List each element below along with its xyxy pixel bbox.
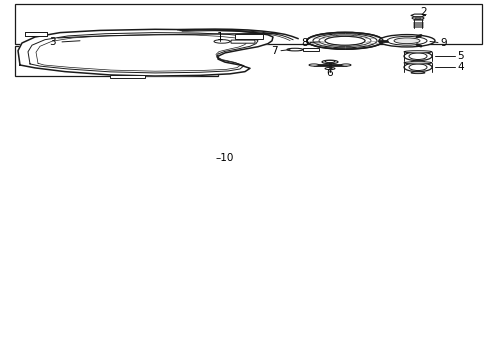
Text: –10: –10 — [215, 153, 233, 163]
Circle shape — [306, 32, 382, 49]
Ellipse shape — [410, 72, 424, 73]
Polygon shape — [145, 137, 204, 145]
Circle shape — [55, 156, 79, 161]
Ellipse shape — [410, 61, 424, 63]
Circle shape — [155, 156, 175, 160]
Polygon shape — [410, 14, 424, 17]
Circle shape — [386, 36, 426, 45]
Text: 9: 9 — [439, 37, 446, 48]
Circle shape — [414, 17, 420, 19]
Circle shape — [167, 139, 183, 143]
Ellipse shape — [403, 63, 431, 72]
Circle shape — [325, 67, 334, 69]
Bar — [303, 48, 318, 51]
Ellipse shape — [34, 152, 42, 154]
Ellipse shape — [34, 156, 42, 158]
FancyBboxPatch shape — [230, 40, 254, 43]
Circle shape — [325, 60, 334, 63]
Circle shape — [393, 38, 419, 44]
Circle shape — [312, 34, 376, 48]
Circle shape — [411, 17, 423, 19]
Circle shape — [325, 36, 364, 45]
Bar — [235, 34, 263, 39]
Circle shape — [325, 36, 364, 45]
Ellipse shape — [403, 62, 431, 64]
Ellipse shape — [286, 48, 303, 51]
Circle shape — [214, 40, 229, 43]
Text: 3: 3 — [49, 37, 55, 47]
Ellipse shape — [403, 52, 431, 60]
Circle shape — [340, 64, 350, 66]
Circle shape — [321, 60, 337, 64]
Ellipse shape — [403, 51, 431, 53]
Text: 1: 1 — [216, 32, 223, 42]
Text: 4: 4 — [456, 62, 463, 72]
Circle shape — [318, 35, 370, 46]
Polygon shape — [38, 145, 96, 167]
Circle shape — [378, 35, 434, 47]
Polygon shape — [150, 149, 195, 167]
Text: 5: 5 — [456, 51, 463, 61]
Circle shape — [308, 64, 318, 66]
Ellipse shape — [408, 53, 426, 59]
Bar — [15, 4, 481, 44]
Text: 7: 7 — [271, 46, 278, 56]
Ellipse shape — [155, 135, 175, 137]
Ellipse shape — [408, 64, 426, 71]
Text: 6: 6 — [326, 68, 333, 78]
Text: 2: 2 — [420, 7, 427, 17]
Text: 8: 8 — [301, 37, 307, 48]
Bar — [15, 46, 217, 76]
Bar — [110, 75, 145, 78]
Polygon shape — [18, 29, 272, 76]
Circle shape — [167, 148, 177, 150]
Bar — [25, 32, 47, 36]
